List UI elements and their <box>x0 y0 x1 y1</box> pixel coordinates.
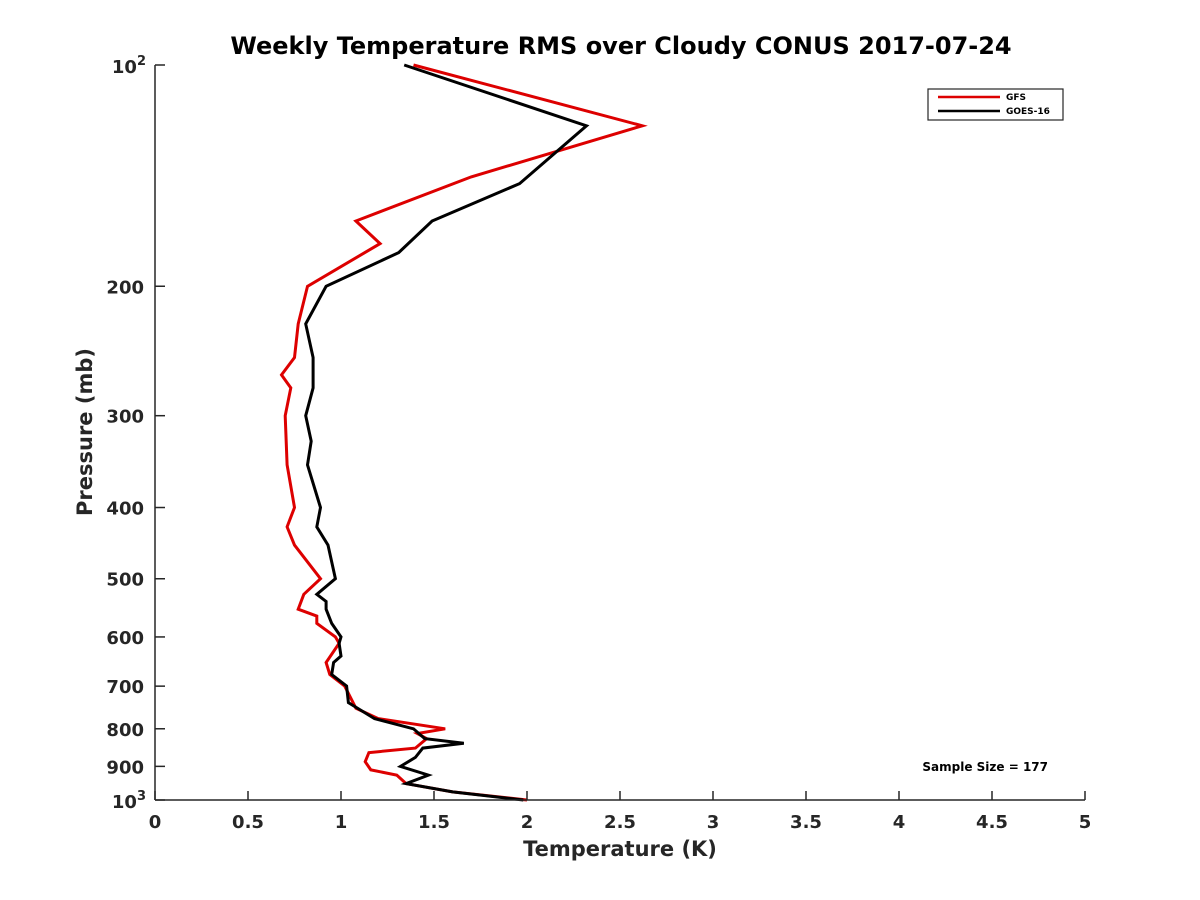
x-tick-label: 4 <box>893 812 906 833</box>
y-tick-label: 800 <box>106 720 144 741</box>
x-tick-label: 2.5 <box>604 812 636 833</box>
y-tick-label: 700 <box>106 677 144 698</box>
y-tick-label: 300 <box>106 407 144 428</box>
y-tick-label: 900 <box>106 757 144 778</box>
x-axis-label: Temperature (K) <box>523 837 717 861</box>
x-tick-label: 0 <box>149 812 162 833</box>
x-axis-ticks: 0 0.5 1 1.5 2 2.5 3 3.5 4 4.5 5 <box>149 791 1092 833</box>
legend-label-goes16: GOES-16 <box>1006 107 1050 117</box>
x-tick-label: 3.5 <box>790 812 822 833</box>
x-tick-label: 4.5 <box>976 812 1008 833</box>
series-line-gfs <box>279 63 648 802</box>
y-axis-ticks: 102 200 300 400 500 600 700 800 900 103 <box>106 54 165 813</box>
y-tick-label: 200 <box>106 277 144 298</box>
x-tick-label: 2 <box>521 812 534 833</box>
y-tick-label: 400 <box>106 499 144 520</box>
x-tick-label: 5 <box>1079 812 1092 833</box>
x-tick-label: 3 <box>707 812 720 833</box>
y-tick-label: 600 <box>106 628 144 649</box>
x-tick-label: 1 <box>335 812 348 833</box>
y-axis-label: Pressure (mb) <box>73 348 97 516</box>
series-line-goes-16 <box>304 63 590 802</box>
x-tick-label: 1.5 <box>418 812 450 833</box>
legend: GFS GOES-16 <box>927 88 1064 121</box>
legend-box <box>927 88 1064 121</box>
y-tick-label: 103 <box>112 789 146 813</box>
series-group <box>279 63 648 802</box>
sample-size-annotation: Sample Size = 177 <box>922 760 1048 774</box>
y-tick-label: 500 <box>106 570 144 591</box>
legend-label-gfs: GFS <box>1006 93 1026 103</box>
plot-area <box>155 65 1085 800</box>
y-tick-label: 102 <box>112 54 146 78</box>
x-tick-label: 0.5 <box>232 812 264 833</box>
chart-title: Weekly Temperature RMS over Cloudy CONUS… <box>230 32 1011 60</box>
